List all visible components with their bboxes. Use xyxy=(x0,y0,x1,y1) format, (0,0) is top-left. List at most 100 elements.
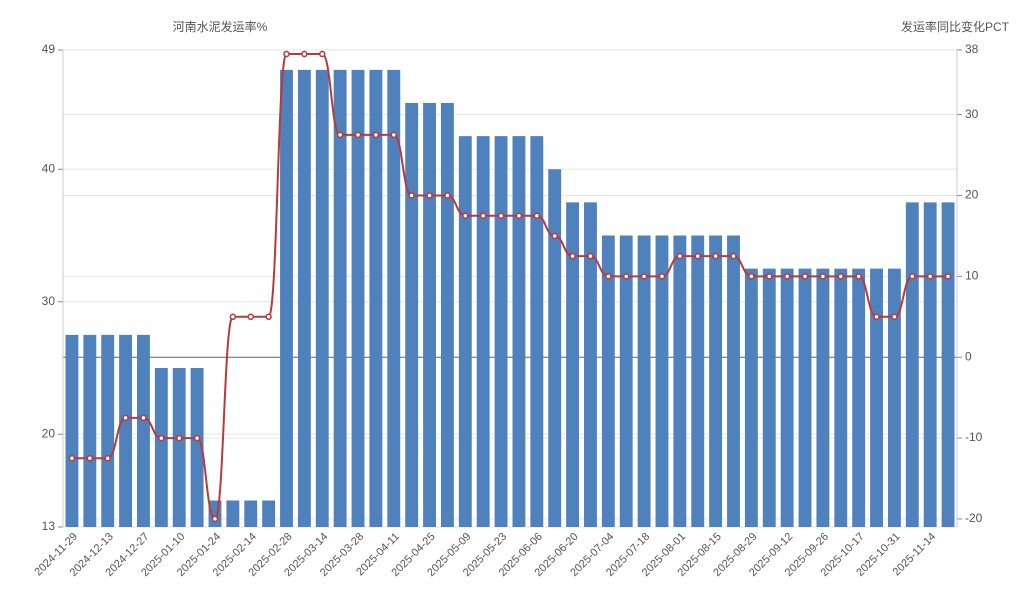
line-point xyxy=(783,273,791,280)
bar xyxy=(566,202,580,527)
line-point xyxy=(444,192,451,199)
bar xyxy=(548,169,562,527)
line-point xyxy=(748,273,755,280)
y2-tick-label: -10 xyxy=(965,430,983,444)
bar xyxy=(727,235,740,527)
bar xyxy=(387,69,401,527)
y-axis-title: 河南水泥发运率% xyxy=(173,19,268,34)
y2-tick-label: 10 xyxy=(965,269,979,283)
bar xyxy=(744,268,758,527)
bar xyxy=(619,235,633,527)
bar xyxy=(315,69,329,527)
line-point xyxy=(122,414,129,422)
bar xyxy=(673,235,687,527)
line-point xyxy=(301,50,308,58)
bar xyxy=(476,136,490,527)
bar xyxy=(762,268,776,527)
line-point xyxy=(891,313,898,321)
line-point xyxy=(426,192,433,199)
bar xyxy=(190,368,204,527)
bar xyxy=(530,136,544,527)
bar xyxy=(494,136,508,527)
bar xyxy=(512,136,526,527)
line-point xyxy=(944,273,952,280)
y2-tick-label: -20 xyxy=(965,511,983,525)
line-point xyxy=(837,273,845,280)
line-point xyxy=(533,212,541,219)
bar xyxy=(637,235,651,527)
line-point xyxy=(479,212,487,219)
bar xyxy=(101,334,115,527)
bar xyxy=(834,268,848,527)
line-point xyxy=(104,455,111,462)
line-point xyxy=(640,273,648,280)
bar xyxy=(458,136,472,527)
bar xyxy=(262,500,276,527)
line-point xyxy=(819,273,827,280)
bar xyxy=(423,103,436,527)
line-point xyxy=(319,50,326,58)
bar xyxy=(852,268,866,527)
y2-tick-label: 30 xyxy=(965,107,979,121)
line-point xyxy=(926,273,934,280)
line-point xyxy=(193,434,201,442)
line-point xyxy=(354,131,362,139)
line-point xyxy=(676,252,684,260)
y-tick-label: 13 xyxy=(42,519,56,533)
bar xyxy=(870,268,883,527)
y-tick-label: 40 xyxy=(42,161,56,175)
line-point xyxy=(605,273,612,280)
line-point xyxy=(658,273,666,280)
y2-axis-title: 发运率同比变化PCT xyxy=(901,19,1010,34)
bar xyxy=(905,202,919,527)
bar xyxy=(798,268,812,527)
bar xyxy=(333,69,347,527)
y-tick-label: 30 xyxy=(42,294,56,308)
y2-tick-label: 0 xyxy=(965,349,972,363)
bar xyxy=(780,268,794,527)
y2-tick-label: 20 xyxy=(965,188,979,202)
bar xyxy=(351,69,365,527)
bar xyxy=(280,69,293,527)
line-point xyxy=(587,252,594,260)
bar xyxy=(941,202,955,527)
y2-tick-label: 38 xyxy=(965,42,979,56)
line-point xyxy=(86,455,94,462)
y-tick-label: 20 xyxy=(42,426,56,440)
line-point xyxy=(175,434,183,442)
y-tick-label: 49 xyxy=(42,42,56,56)
line-point xyxy=(569,252,576,260)
bar xyxy=(369,69,383,527)
line-point xyxy=(283,50,290,58)
line-point xyxy=(247,313,254,321)
bar xyxy=(440,103,454,527)
bar xyxy=(601,235,615,527)
line-point xyxy=(515,212,523,219)
bar xyxy=(584,202,597,527)
bar xyxy=(816,268,830,527)
line-point xyxy=(551,232,558,240)
bar xyxy=(923,202,937,527)
bar xyxy=(154,368,168,527)
line-point xyxy=(211,515,219,523)
line-point xyxy=(336,131,344,139)
line-point xyxy=(158,434,165,442)
line-point xyxy=(909,273,916,280)
bar xyxy=(691,235,705,527)
line-point xyxy=(712,252,719,260)
line-point xyxy=(140,414,147,422)
line-point xyxy=(873,313,880,321)
line xyxy=(71,53,949,520)
bar xyxy=(137,334,150,527)
bar xyxy=(405,103,419,527)
bar xyxy=(65,334,79,527)
line-point xyxy=(855,273,862,280)
bar xyxy=(83,334,97,527)
line-point xyxy=(694,252,701,260)
line-point xyxy=(265,313,272,321)
bar xyxy=(119,334,133,527)
line-point xyxy=(497,212,505,219)
bar xyxy=(297,69,311,527)
line-point xyxy=(622,273,630,280)
